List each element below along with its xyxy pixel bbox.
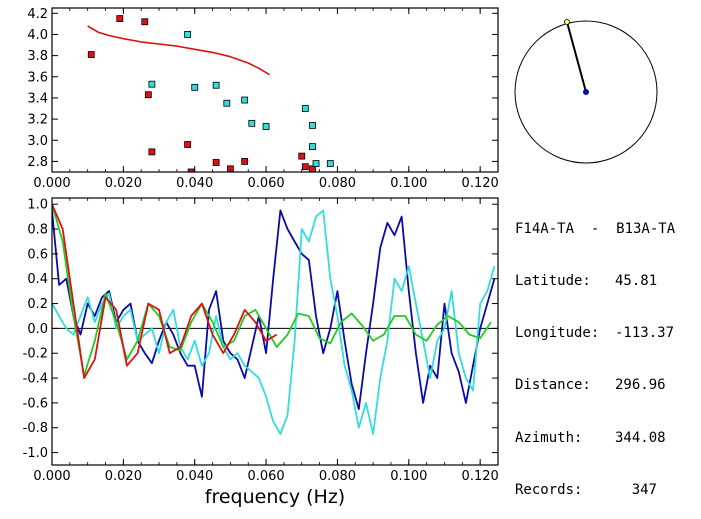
info-latitude-label: Latitude:: [515, 273, 591, 290]
compass-circle: [514, 20, 658, 164]
bottom-y-tick-label: 0.6: [27, 247, 48, 262]
bottom-y-tick-label: 0.8: [27, 223, 48, 238]
top-x-tick-label: 0.040: [176, 176, 213, 191]
bottom-y-tick-label: -0.4: [23, 372, 48, 387]
top-y-tick-label: 2.8: [27, 155, 48, 170]
bottom-frame: [51, 197, 499, 466]
bottom-series-line-blue: [52, 209, 496, 410]
top-point-cyan: [309, 143, 316, 151]
info-latitude: Latitude: 45.81: [515, 273, 675, 290]
info-distance: Distance: 296.96: [515, 377, 675, 394]
bottom-series-group: [52, 203, 496, 435]
info-azimuth-value: 344.08: [615, 429, 666, 446]
bottom-y-tick-label: -0.2: [23, 347, 48, 362]
station-info-panel: F14A-TA - B13A-TA Latitude: 45.81 Longitu…: [515, 186, 675, 517]
top-point-red: [187, 168, 195, 172]
azimuth-end-dot: [564, 19, 570, 25]
bottom-x-tick-label: 0.080: [319, 469, 356, 484]
top-x-tick-label: 0.020: [105, 176, 142, 191]
top-point-cyan: [212, 81, 220, 89]
compass-center-dot: [583, 89, 589, 95]
top-point-cyan: [312, 160, 320, 167]
top-point-red: [116, 15, 124, 22]
top-y-tick-label: 3.2: [27, 113, 48, 128]
info-longitude: Longitude: -113.37: [515, 325, 675, 342]
bottom-x-tick-label: 0.040: [176, 469, 213, 484]
top-point-red: [141, 18, 149, 26]
bottom-x-tick-label: 0.060: [247, 469, 284, 484]
top-y-tick-label: 3.0: [27, 134, 48, 149]
top-point-red: [212, 159, 220, 166]
top-x-tick-label: 0.120: [462, 176, 499, 191]
info-azimuth: Azimuth: 344.08: [515, 430, 675, 447]
bottom-y-tick-label: -0.6: [23, 396, 48, 411]
bottom-y-tick-label: 0.2: [27, 297, 48, 312]
info-latitude-value: 45.81: [615, 273, 658, 290]
info-longitude-label: Longitude:: [515, 325, 600, 342]
top-y-tick-label: 4.2: [27, 7, 48, 22]
bottom-y-tick-label: 0.4: [27, 272, 48, 287]
top-point-cyan: [309, 122, 316, 129]
top-point-cyan: [326, 160, 334, 167]
top-point-red: [298, 152, 306, 160]
top-point-cyan: [248, 119, 256, 127]
top-point-cyan: [184, 31, 191, 38]
info-records-value: 347: [631, 481, 657, 498]
top-point-cyan: [241, 96, 249, 104]
dispersion-plot: 0.000 0.020 0.040 0.060 0.080 0.100 0.120 2.8 3.…: [27, 7, 498, 191]
info-longitude-value: -113.37: [615, 325, 675, 342]
top-point-cyan: [223, 99, 231, 107]
bottom-y-tick-label: 0.0: [27, 322, 48, 337]
top-x-tick-label: 0.100: [390, 176, 427, 191]
top-series-group: [87, 15, 334, 172]
bottom-series-line-red: [52, 203, 278, 379]
bottom-x-tick-label: 0.000: [33, 469, 70, 484]
top-y-tick-label: 3.4: [27, 91, 48, 106]
top-point-red: [87, 51, 95, 58]
azimuth-needle: [566, 21, 587, 93]
top-point-red: [144, 91, 152, 99]
top-point-cyan: [148, 80, 156, 88]
azimuth-compass: [514, 19, 658, 164]
top-x-tick-label: 0.000: [33, 176, 70, 191]
bottom-x-tick-label: 0.100: [390, 469, 427, 484]
info-azimuth-label: Azimuth:: [515, 429, 583, 446]
info-records-label: Records:: [515, 481, 583, 498]
top-point-red: [241, 158, 249, 165]
top-point-red: [301, 163, 309, 171]
correlation-plot: 0.000 0.020 0.040 0.060 0.080 0.100 0.120 -1.0 -…: [23, 197, 499, 508]
top-point-red: [148, 148, 156, 156]
top-y-tick-label: 4.0: [27, 28, 48, 43]
top-y-tick-label: 3.8: [27, 49, 48, 64]
bottom-y-tick-label: 1.0: [27, 198, 48, 213]
top-point-red: [184, 141, 191, 148]
top-point-cyan: [262, 123, 270, 130]
top-point-cyan: [191, 83, 199, 91]
station-pair: F14A-TA - B13A-TA: [515, 220, 676, 237]
top-frame: [51, 7, 499, 173]
info-distance-label: Distance:: [515, 377, 591, 394]
bottom-series-line-cyan: [52, 209, 496, 435]
bottom-x-tick-label: 0.120: [462, 469, 499, 484]
top-point-cyan: [301, 105, 309, 112]
bottom-y-tick-label: -1.0: [23, 446, 48, 461]
top-x-tick-label: 0.080: [319, 176, 356, 191]
top-x-tick-label: 0.060: [247, 176, 284, 191]
bottom-y-tick-label: -0.8: [23, 421, 48, 436]
info-distance-value: 296.96: [615, 377, 666, 394]
bottom-x-axis-title: frequency (Hz): [205, 486, 345, 508]
info-records: Records: 347: [515, 482, 675, 499]
top-y-tick-label: 3.6: [27, 70, 48, 85]
bottom-x-tick-label: 0.020: [105, 469, 142, 484]
top-series-line-red: [87, 25, 271, 76]
